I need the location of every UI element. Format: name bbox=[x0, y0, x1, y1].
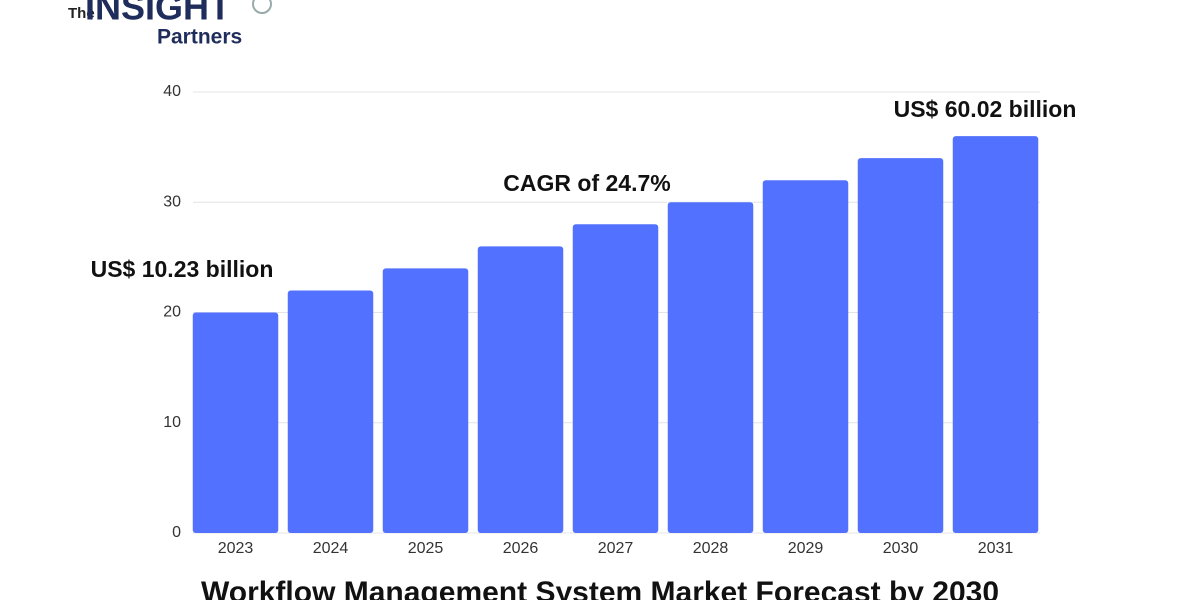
y-tick-label: 20 bbox=[163, 304, 181, 321]
x-tick-label: 2023 bbox=[218, 540, 254, 557]
chart-title: Workflow Management System Market Foreca… bbox=[201, 576, 999, 600]
bar bbox=[667, 202, 754, 533]
bar bbox=[382, 268, 469, 533]
bar bbox=[477, 246, 564, 533]
annotation: US$ 10.23 billion bbox=[91, 256, 274, 282]
logo-insight: INSIGHT bbox=[85, 0, 231, 28]
logo-icon bbox=[252, 0, 272, 14]
y-tick-label: 40 bbox=[163, 83, 181, 100]
bar bbox=[762, 180, 849, 533]
y-tick-label: 0 bbox=[172, 524, 181, 541]
x-tick-label: 2028 bbox=[693, 540, 729, 557]
x-tick-label: 2026 bbox=[503, 540, 539, 557]
bar bbox=[287, 290, 374, 533]
logo: The INSIGHT Partners bbox=[68, 0, 272, 49]
bar bbox=[572, 224, 659, 534]
logo-the: The bbox=[68, 5, 95, 22]
x-tick-label: 2025 bbox=[408, 540, 444, 557]
bar bbox=[952, 136, 1039, 533]
y-tick-label: 10 bbox=[163, 414, 181, 431]
x-tick-label: 2029 bbox=[788, 540, 824, 557]
bar bbox=[857, 158, 944, 533]
bar bbox=[192, 312, 279, 533]
logo-partners: Partners bbox=[157, 26, 242, 49]
x-tick-label: 2027 bbox=[598, 540, 634, 557]
x-tick-label: 2030 bbox=[883, 540, 919, 557]
annotation: US$ 60.02 billion bbox=[894, 96, 1077, 122]
x-tick-label: 2024 bbox=[313, 540, 349, 557]
annotation: CAGR of 24.7% bbox=[503, 170, 670, 196]
y-tick-label: 30 bbox=[163, 193, 181, 210]
x-tick-label: 2031 bbox=[978, 540, 1014, 557]
